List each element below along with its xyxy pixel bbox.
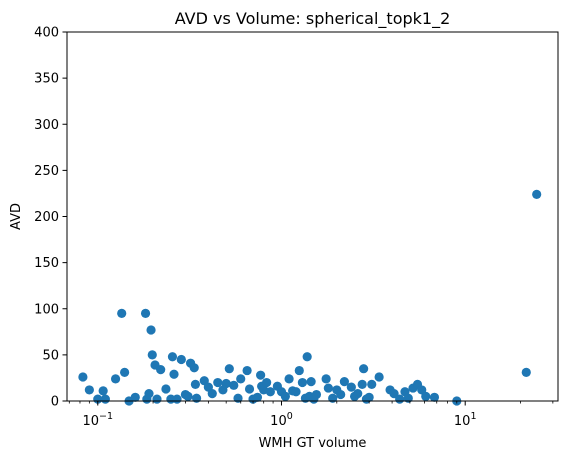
data-point xyxy=(140,308,151,318)
data-point xyxy=(359,364,369,374)
plot-frame xyxy=(66,31,559,402)
y-tick-label: 250 xyxy=(34,164,59,179)
data-point xyxy=(130,392,140,402)
chart-title: AVD vs Volume: spherical_topk1_2 xyxy=(175,9,451,29)
data-point xyxy=(429,392,440,402)
data-point xyxy=(152,394,162,404)
data-point xyxy=(161,384,171,394)
data-point xyxy=(221,378,231,389)
data-point xyxy=(146,325,156,335)
data-point xyxy=(323,383,333,393)
data-point xyxy=(321,374,331,384)
data-point xyxy=(120,367,130,377)
y-tick-label: 100 xyxy=(34,302,59,317)
data-point xyxy=(367,379,377,389)
x-tick-label: 101 xyxy=(454,411,477,429)
data-point xyxy=(229,380,239,390)
data-point xyxy=(176,354,186,365)
data-point xyxy=(346,382,356,392)
data-point xyxy=(110,374,121,384)
data-point xyxy=(117,308,127,318)
data-point xyxy=(84,385,94,395)
data-point xyxy=(280,391,290,401)
data-point xyxy=(172,394,182,404)
data-point xyxy=(364,392,374,402)
data-point xyxy=(98,386,108,396)
y-tick-label: 350 xyxy=(34,72,59,87)
data-point xyxy=(236,374,246,384)
data-point xyxy=(294,365,304,376)
y-tick-label: 300 xyxy=(34,118,59,133)
y-tick-label: 400 xyxy=(34,26,59,41)
data-point xyxy=(336,389,346,400)
data-point xyxy=(242,365,252,376)
data-point xyxy=(357,379,367,389)
data-point xyxy=(207,389,217,399)
y-ticks: 0 50 100 150 200 250 300 350 400 xyxy=(34,26,67,410)
data-point xyxy=(244,384,255,394)
data-point xyxy=(532,189,542,199)
y-tick-label: 50 xyxy=(42,348,59,363)
data-point xyxy=(291,387,301,397)
y-tick-label: 200 xyxy=(34,210,59,225)
data-point xyxy=(183,391,193,401)
y-axis-label: AVD xyxy=(9,203,24,230)
data-point xyxy=(374,372,384,382)
data-points xyxy=(78,189,542,406)
data-point xyxy=(265,387,275,397)
data-point xyxy=(521,367,531,377)
data-point xyxy=(156,365,166,375)
x-tick-label: 10−1 xyxy=(82,411,113,429)
data-point xyxy=(190,379,201,389)
data-point xyxy=(302,352,312,362)
data-point xyxy=(147,350,157,360)
data-point xyxy=(306,377,316,387)
data-point xyxy=(213,377,223,388)
data-point xyxy=(78,372,88,382)
data-point xyxy=(297,377,308,388)
data-point xyxy=(395,394,405,404)
data-point xyxy=(167,352,178,362)
data-point xyxy=(353,389,363,399)
x-major-ticks: 10−1 100 101 xyxy=(82,401,476,429)
data-point xyxy=(224,364,234,374)
x-tick-label: 100 xyxy=(270,411,293,429)
data-point xyxy=(311,389,322,400)
data-point xyxy=(256,370,266,380)
data-point xyxy=(100,394,110,404)
data-point xyxy=(262,377,272,388)
data-point xyxy=(339,377,349,387)
data-point xyxy=(284,374,294,384)
data-point xyxy=(144,389,154,399)
y-tick-label: 0 xyxy=(51,395,59,410)
x-axis-label: WMH GT volume xyxy=(259,436,367,451)
data-point xyxy=(169,369,179,379)
data-point xyxy=(189,363,199,373)
data-point xyxy=(252,392,263,402)
y-tick-label: 150 xyxy=(34,256,59,271)
data-point xyxy=(389,389,399,399)
data-point xyxy=(421,391,431,401)
